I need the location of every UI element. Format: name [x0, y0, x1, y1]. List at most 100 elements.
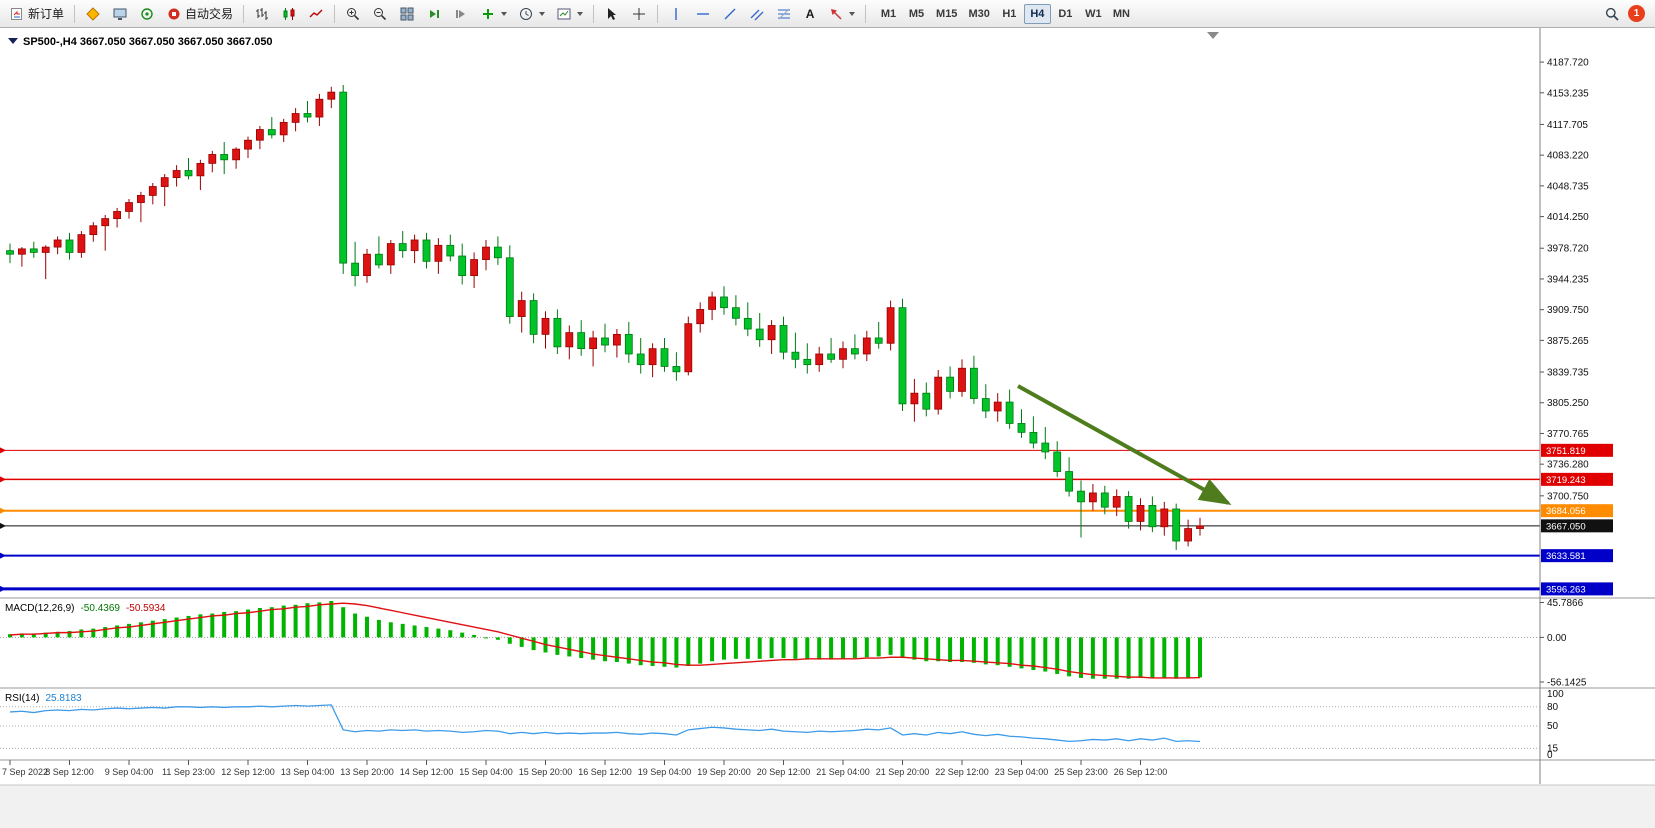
price-tag-label: 3751.819 — [1546, 446, 1586, 457]
macd-bar — [983, 637, 988, 665]
macd-signal-line — [9, 602, 1201, 679]
price-axis[interactable]: 4187.720 4153.235 4117.705 4083.220 4048.735… — [1540, 58, 1613, 596]
macd-bar — [995, 637, 1000, 666]
macd-bar — [971, 637, 976, 663]
bar-chart-button[interactable] — [249, 3, 275, 25]
macd-bar — [91, 628, 96, 638]
level-left-marker — [0, 585, 6, 592]
macd-bar — [686, 637, 691, 666]
zoom-out-button[interactable] — [367, 3, 393, 25]
macd-bar — [841, 637, 845, 659]
candle-body — [589, 337, 597, 350]
charts-window-button[interactable] — [107, 3, 133, 25]
candle-body — [101, 218, 110, 227]
candle-body — [529, 300, 538, 335]
fibonacci-button[interactable] — [771, 3, 797, 25]
price-axis-label: 4083.220 — [1547, 151, 1589, 162]
candle-body — [351, 262, 360, 276]
candle-body — [315, 98, 324, 118]
community-button[interactable] — [80, 3, 106, 25]
timeframe-m5-button[interactable]: M5 — [903, 4, 930, 24]
trend-arrow-object[interactable] — [1017, 384, 1232, 505]
macd-bar — [1150, 637, 1155, 678]
macd-bar — [210, 613, 215, 638]
macd-bar — [555, 637, 560, 655]
candle-body — [1053, 451, 1062, 472]
timeframe-m30-button[interactable]: M30 — [963, 4, 994, 24]
candle-body — [791, 351, 800, 360]
timeframe-d1-button[interactable]: D1 — [1052, 4, 1079, 24]
toolbar-separator — [657, 4, 659, 23]
macd-bar — [448, 630, 453, 638]
timeframe-mn-button[interactable]: MN — [1108, 4, 1135, 24]
crosshair-button[interactable] — [626, 3, 652, 25]
cursor-button[interactable] — [599, 3, 625, 25]
time-axis-label: 7 Sep 2022 — [2, 767, 48, 777]
autotrading-button[interactable]: 自动交易 — [161, 3, 238, 25]
timeframe-m15-button[interactable]: M15 — [931, 4, 962, 24]
horizontal-line-button[interactable] — [690, 3, 716, 25]
candle-body — [815, 353, 824, 366]
indicators-button[interactable] — [475, 3, 512, 25]
templates-button[interactable] — [551, 3, 588, 25]
macd-bar — [650, 637, 655, 666]
timeframe-m1-button[interactable]: M1 — [875, 4, 902, 24]
candle-body — [291, 113, 300, 123]
price-tag — [1541, 549, 1613, 563]
timeframe-w1-button[interactable]: W1 — [1080, 4, 1107, 24]
chart-title: SP500-,H4 3667.050 3667.050 3667.050 366… — [23, 36, 273, 48]
text-tool-button[interactable]: A — [798, 3, 822, 25]
periods-button[interactable] — [513, 3, 550, 25]
new-order-button[interactable]: 新订单 — [4, 3, 69, 25]
candlestick-chart-button[interactable] — [276, 3, 302, 25]
candle-body — [1196, 525, 1204, 529]
price-axis-label: 3978.720 — [1547, 244, 1589, 255]
candle-body — [565, 332, 574, 348]
macd-axis-label: -56.1425 — [1547, 678, 1587, 689]
timeframe-h4-button[interactable]: H4 — [1023, 3, 1051, 24]
macd-bar — [710, 637, 715, 662]
candle-body — [208, 154, 217, 164]
candle-body — [517, 300, 526, 317]
candle-body — [148, 186, 157, 196]
line-chart-button[interactable] — [303, 3, 329, 25]
signals-button[interactable] — [134, 3, 160, 25]
macd-bar — [472, 635, 477, 638]
price-axis-label: 3805.250 — [1547, 398, 1589, 409]
macd-bar — [662, 637, 667, 667]
zoom-in-button[interactable] — [340, 3, 366, 25]
price-axis-label: 3909.750 — [1547, 305, 1589, 316]
candle-body — [1041, 442, 1050, 453]
chart-menu-icon[interactable] — [8, 38, 18, 44]
tile-windows-button[interactable] — [394, 3, 420, 25]
search-button[interactable] — [1599, 3, 1625, 25]
macd-bar — [460, 632, 465, 638]
time-axis-label: 19 Sep 20:00 — [697, 767, 751, 777]
price-tag — [1541, 582, 1613, 596]
vertical-line-button[interactable] — [663, 3, 689, 25]
macd-bar — [864, 637, 869, 658]
candle-body — [184, 170, 193, 177]
notification-badge[interactable]: 1 — [1628, 5, 1645, 22]
rsi-pane: RSI(14) 25.8183 100 80 50 150 — [0, 689, 1564, 761]
candle-body — [267, 129, 276, 136]
candle-body — [470, 259, 479, 276]
chart-shift-button[interactable] — [448, 3, 474, 25]
autoscroll-button[interactable] — [421, 3, 447, 25]
candle-body — [1172, 508, 1181, 542]
chart-area[interactable]: SP500-,H4 3667.050 3667.050 3667.050 366… — [0, 28, 1655, 828]
macd-bar — [829, 637, 834, 660]
trendline-button[interactable] — [717, 3, 743, 25]
time-axis-label: 12 Sep 12:00 — [221, 767, 275, 777]
macd-bar — [317, 602, 322, 638]
macd-bar — [638, 637, 643, 666]
timeframe-h1-button[interactable]: H1 — [996, 4, 1023, 24]
arrows-tool-button[interactable] — [823, 3, 860, 25]
candle-body — [279, 121, 288, 136]
rsi-axis-label: 15 — [1547, 743, 1559, 754]
channel-button[interactable] — [744, 3, 770, 25]
crosshair-icon — [633, 7, 646, 20]
macd-bar — [1114, 637, 1119, 679]
candle-body — [767, 325, 776, 341]
